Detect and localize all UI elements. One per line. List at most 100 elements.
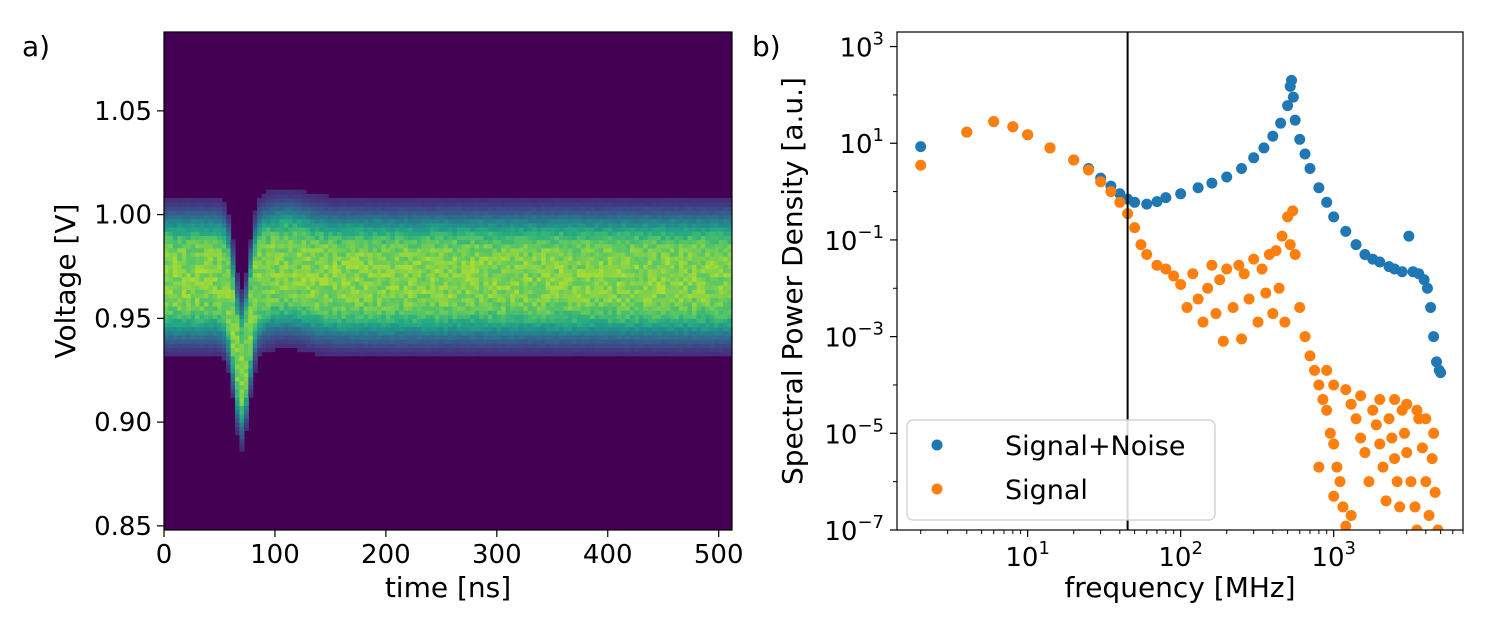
heatmap-cell [279, 264, 285, 270]
heatmap-cell [700, 247, 706, 253]
heatmap-cell [718, 314, 724, 319]
heatmap-cell [536, 285, 542, 290]
heatmap-cell [501, 330, 507, 336]
heatmap-cell [354, 243, 360, 249]
heatmap-cell [483, 334, 489, 340]
data-point [1114, 188, 1126, 200]
heatmap-cell [590, 206, 596, 212]
heatmap-cell [456, 231, 462, 236]
heatmap-cell [674, 330, 680, 336]
heatmap-cell [607, 260, 613, 265]
heatmap-cell [217, 247, 223, 253]
heatmap-cell [727, 202, 732, 207]
heatmap-cell [678, 231, 684, 236]
data-point [1425, 302, 1437, 314]
heatmap-cell [487, 285, 493, 290]
heatmap-cell [541, 206, 547, 212]
heatmap-cell [421, 272, 427, 278]
heatmap-cell [181, 239, 187, 245]
heatmap-cell [323, 227, 329, 232]
heatmap-cell [403, 235, 409, 241]
heatmap-cell [496, 264, 502, 270]
heatmap-cell [545, 235, 551, 241]
heatmap-cell [172, 293, 178, 299]
heatmap-cell [425, 231, 431, 236]
heatmap-cell [235, 417, 241, 423]
heatmap-cell [603, 347, 609, 353]
heatmap-cell [714, 339, 720, 344]
heatmap-cell [616, 214, 622, 220]
heatmap-cell [439, 334, 445, 340]
heatmap-cell [603, 243, 609, 249]
heatmap-cell [514, 351, 520, 357]
heatmap-cell [288, 272, 294, 278]
heatmap-cell [239, 359, 245, 365]
heatmap-cell [390, 322, 396, 328]
heatmap-cell [519, 293, 525, 299]
heatmap-cell [505, 264, 511, 270]
heatmap-cell [297, 314, 303, 319]
heatmap-cell [554, 198, 560, 203]
heatmap-cell [483, 347, 489, 353]
heatmap-cell [692, 268, 698, 274]
heatmap-cell [585, 326, 591, 332]
heatmap-cell [621, 351, 627, 357]
heatmap-cell [239, 330, 245, 336]
heatmap-cell [203, 351, 209, 357]
heatmap-cell [208, 268, 214, 274]
heatmap-cell [208, 222, 214, 228]
heatmap-cell [585, 310, 591, 315]
heatmap-cell [598, 247, 604, 253]
heatmap-cell [439, 202, 445, 207]
heatmap-cell [514, 281, 520, 286]
heatmap-cell [306, 339, 312, 344]
heatmap-cell [301, 218, 307, 224]
heatmap-cell [252, 368, 258, 373]
heatmap-cell [341, 318, 347, 324]
heatmap-cell [341, 285, 347, 290]
heatmap-cell [519, 322, 525, 328]
heatmap-cell [226, 243, 232, 249]
heatmap-cell [700, 276, 706, 282]
heatmap-cell [621, 251, 627, 257]
heatmap-cell [345, 264, 351, 270]
heatmap-cell [292, 206, 298, 212]
heatmap-cell [527, 264, 533, 270]
heatmap-cell [345, 231, 351, 236]
heatmap-cell [226, 314, 232, 319]
heatmap-cell [687, 285, 693, 290]
heatmap-cell [354, 206, 360, 212]
heatmap-cell [425, 256, 431, 261]
heatmap-cell [172, 281, 178, 286]
heatmap-cell [252, 231, 258, 236]
heatmap-cell [452, 264, 458, 270]
heatmap-cell [550, 256, 556, 261]
heatmap-cell [199, 318, 205, 324]
heatmap-cell [306, 239, 312, 245]
heatmap-cell [164, 297, 170, 303]
heatmap-cell [598, 322, 604, 328]
heatmap-cell [603, 222, 609, 228]
heatmap-cell [612, 256, 618, 261]
heatmap-cell [621, 339, 627, 344]
heatmap-cell [257, 314, 263, 319]
heatmap-cell [199, 339, 205, 344]
heatmap-cell [208, 218, 214, 224]
heatmap-cell [203, 239, 209, 245]
heatmap-cell [421, 318, 427, 324]
heatmap-cell [572, 218, 578, 224]
heatmap-cell [696, 343, 702, 348]
heatmap-cell [164, 334, 170, 340]
heatmap-cell [629, 301, 635, 307]
heatmap-cell [576, 227, 582, 232]
heatmap-cell [687, 347, 693, 353]
heatmap-cell [709, 276, 715, 282]
heatmap-cell [390, 243, 396, 249]
heatmap-cell [368, 206, 374, 212]
heatmap-cell [576, 206, 582, 212]
heatmap-cell [314, 206, 320, 212]
heatmap-cell [563, 256, 569, 261]
heatmap-cell [643, 314, 649, 319]
heatmap-cell [448, 214, 454, 220]
heatmap-cell [612, 351, 618, 357]
